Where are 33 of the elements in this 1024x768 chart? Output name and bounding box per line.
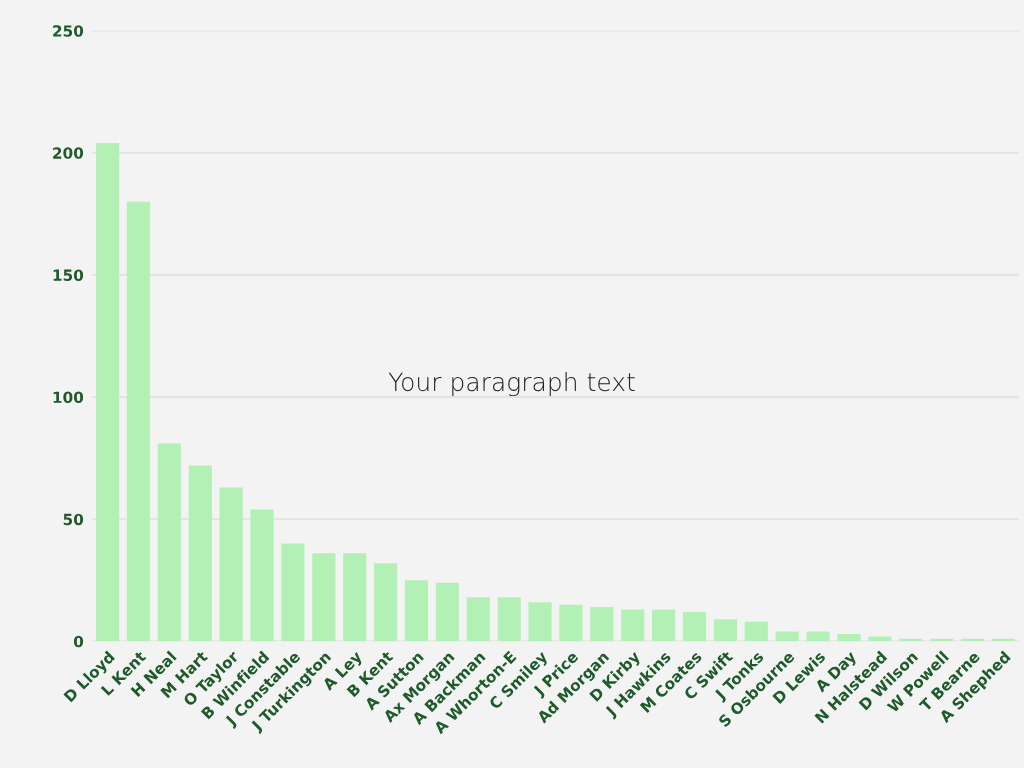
bar <box>559 604 583 642</box>
bar <box>590 607 614 642</box>
y-tick-label: 50 <box>63 513 84 526</box>
bar <box>868 636 892 642</box>
y-tick-label: 250 <box>53 25 84 37</box>
bar <box>374 563 398 642</box>
bar <box>744 621 768 642</box>
bar <box>682 611 707 642</box>
bar <box>250 509 274 642</box>
bar <box>775 631 799 642</box>
bar <box>652 609 676 642</box>
y-tick-label: 100 <box>53 391 84 404</box>
y-tick-label: 200 <box>53 147 84 159</box>
bar <box>806 631 830 642</box>
bar <box>281 543 305 642</box>
bar <box>466 597 490 642</box>
bar <box>96 143 120 642</box>
bar <box>188 465 212 642</box>
bar <box>157 443 181 642</box>
bar <box>621 609 645 642</box>
y-tick-label: 0 <box>73 635 84 648</box>
bar <box>435 582 459 642</box>
bar <box>219 487 243 642</box>
bar <box>404 580 429 642</box>
bar <box>497 597 521 642</box>
annotation: Your paragraph text <box>388 371 635 397</box>
bar <box>713 619 737 642</box>
bar <box>528 602 552 642</box>
bar <box>312 553 336 642</box>
y-tick-label: 150 <box>53 269 84 281</box>
bar <box>126 201 151 642</box>
bar <box>343 553 367 642</box>
bar <box>837 633 861 642</box>
